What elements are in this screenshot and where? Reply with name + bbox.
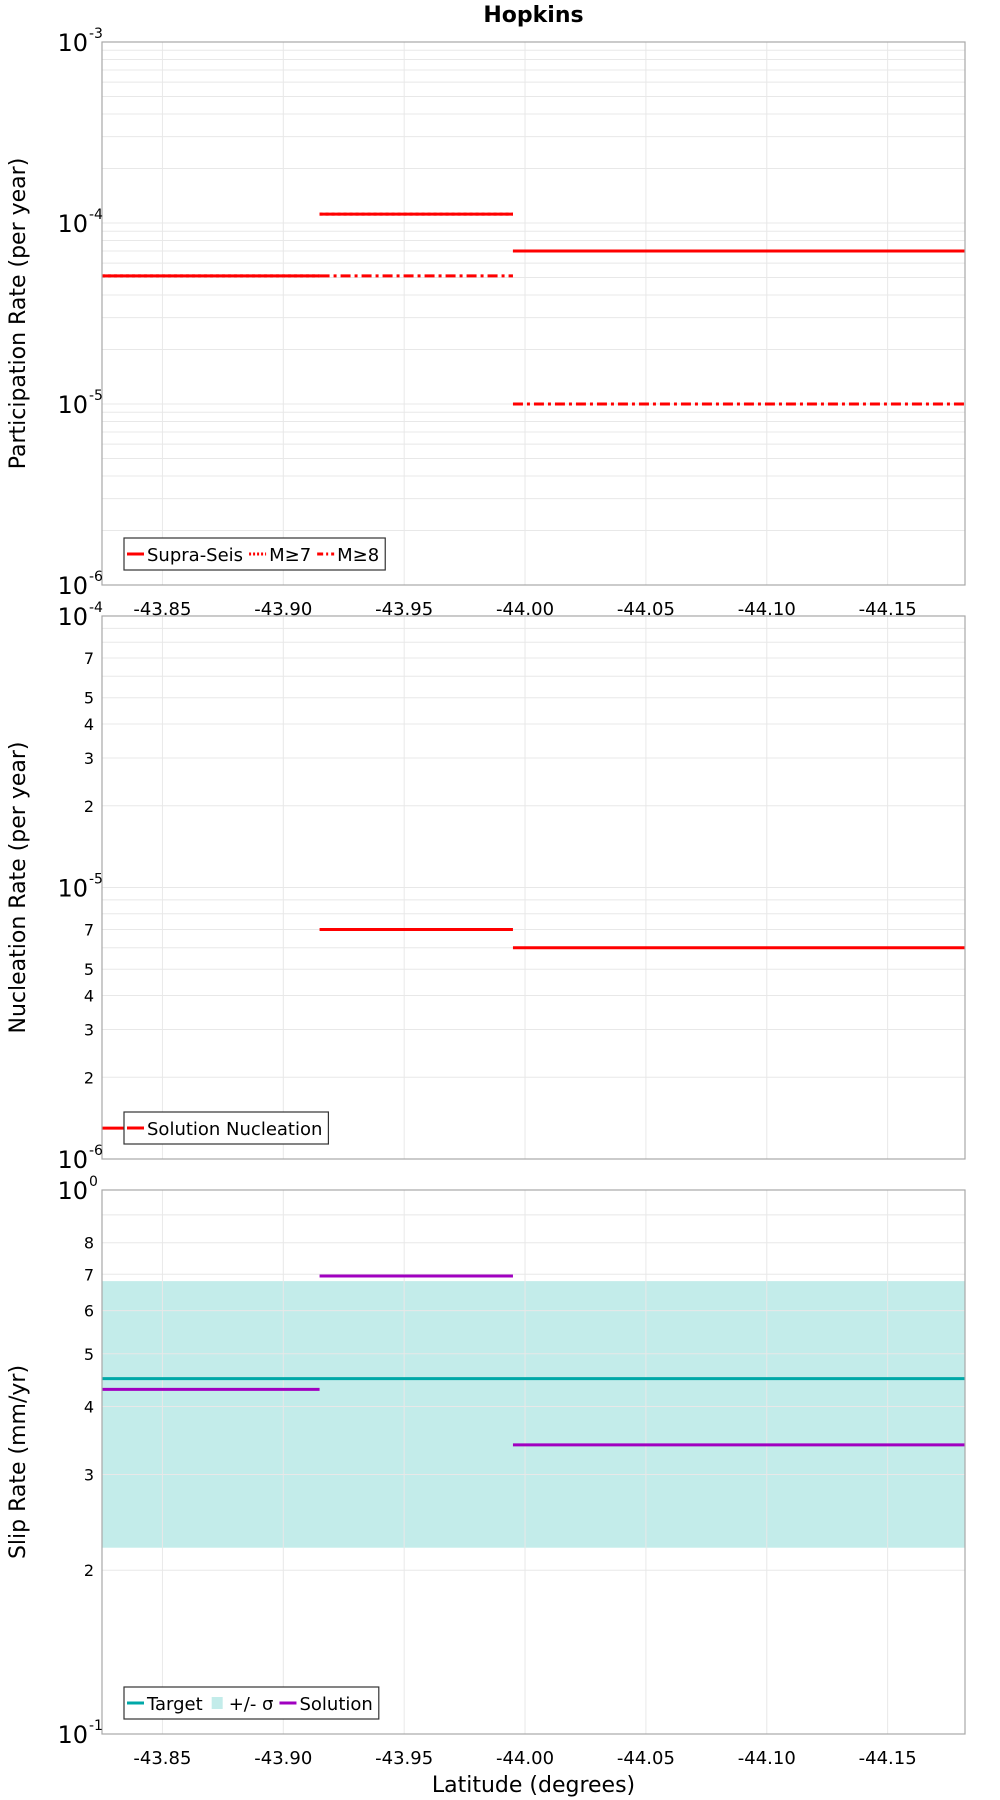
- y-tick-label: 10: [57, 29, 88, 57]
- y-tick-exponent: -6: [89, 1143, 103, 1159]
- y-tick-exponent: -5: [89, 388, 103, 404]
- x-tick-label: -43.85: [133, 1748, 191, 1769]
- x-tick-label: -43.90: [254, 599, 312, 620]
- y-tick-label: 10: [57, 210, 88, 238]
- y-minor-tick-label: 6: [84, 1302, 94, 1321]
- y-tick-label: 10: [57, 875, 88, 903]
- x-tick-label: -44.15: [859, 1748, 917, 1769]
- legend-label: Target: [146, 1694, 203, 1715]
- y-minor-tick-label: 2: [84, 797, 94, 816]
- x-tick-label: -44.00: [496, 1748, 554, 1769]
- x-tick-label: -44.15: [859, 599, 917, 620]
- y-minor-tick-label: 3: [84, 1020, 94, 1039]
- legend: Target +/- σ Solution: [123, 1686, 380, 1720]
- plot-area: [102, 42, 965, 585]
- x-tick-label: -44.10: [738, 599, 796, 620]
- y-minor-tick-label: 4: [84, 715, 94, 734]
- y-minor-tick-label: 4: [84, 987, 94, 1006]
- y-minor-tick-label: 2: [84, 1561, 94, 1580]
- legend-box: [123, 1686, 380, 1720]
- y-tick-exponent: -5: [89, 872, 103, 888]
- series-solution: [102, 1274, 965, 1447]
- y-tick-exponent: 0: [89, 1174, 98, 1190]
- legend-swatch: [211, 1697, 223, 1709]
- legend-label: Solution: [299, 1694, 372, 1715]
- y-minor-tick-label: 8: [84, 1234, 94, 1253]
- x-tick-label: -43.95: [375, 1748, 433, 1769]
- y-minor-tick-label: 5: [84, 689, 94, 708]
- y-minor-tick-label: 3: [84, 1465, 94, 1484]
- y-minor-tick-label: 3: [84, 749, 94, 768]
- y-minor-tick-label: 5: [84, 960, 94, 979]
- y-minor-tick-label: 7: [84, 1265, 94, 1284]
- panel-1: -43.85 -43.90 -43.95 -44.00 -44.05 -44.10 -44.…: [6, 3, 966, 620]
- y-tick-exponent: -4: [89, 207, 103, 223]
- panel-3: -43.85 -43.90 -43.95 -44.00 -44.05 -44.10 -44.…: [6, 1174, 966, 1798]
- y-tick-exponent: -6: [89, 569, 103, 585]
- y-tick-exponent: -4: [89, 600, 103, 616]
- legend-label: Supra-Seis: [147, 545, 243, 566]
- legend-box: [123, 1111, 330, 1145]
- sigma-band: [102, 1281, 965, 1548]
- y-tick-exponent: -1: [89, 1718, 103, 1734]
- y-axis-label: Slip Rate (mm/yr): [6, 1365, 31, 1559]
- x-tick-label: -44.10: [738, 1748, 796, 1769]
- y-minor-tick-label: 5: [84, 1345, 94, 1364]
- y-tick-label: 10: [57, 1721, 88, 1749]
- series-m-8: [319, 274, 965, 406]
- legend: Supra-Seis M≥7 M≥8: [123, 537, 386, 571]
- y-minor-tick-label: 2: [84, 1068, 94, 1087]
- x-tick-label: -44.00: [496, 599, 554, 620]
- legend-label: M≥8: [337, 545, 379, 566]
- x-axis-label: Latitude (degrees): [432, 1773, 635, 1798]
- y-minor-tick-label: 7: [84, 921, 94, 940]
- y-tick-label: 10: [57, 603, 88, 631]
- legend-label: M≥7: [269, 545, 311, 566]
- legend-label: Solution Nucleation: [147, 1119, 322, 1140]
- legend: Solution Nucleation: [123, 1111, 330, 1145]
- legend-label: +/- σ: [229, 1694, 274, 1715]
- plot-frame: [101, 41, 966, 586]
- plot-frame: [101, 615, 966, 1160]
- grid-lines: [102, 616, 965, 1160]
- y-minor-tick-label: 7: [84, 649, 94, 668]
- x-tick-label: -43.90: [254, 1748, 312, 1769]
- x-tick-label: -44.05: [617, 599, 675, 620]
- y-tick-label: 10: [57, 391, 88, 419]
- x-tick-label: -44.05: [617, 1748, 675, 1769]
- grid-lines: [102, 1190, 965, 1735]
- x-tick-label: -43.85: [133, 599, 191, 620]
- y-minor-tick-label: 4: [84, 1397, 94, 1416]
- y-tick-label: 10: [57, 1177, 88, 1205]
- y-tick-label: 10: [57, 572, 88, 600]
- y-tick-label: 10: [57, 1146, 88, 1174]
- x-tick-label: -43.95: [375, 599, 433, 620]
- y-tick-exponent: -3: [89, 26, 103, 42]
- y-axis-label: Nucleation Rate (per year): [6, 742, 31, 1034]
- grid-lines: [102, 42, 965, 586]
- plot-frame: [101, 1189, 966, 1735]
- y-axis-label: Participation Rate (per year): [6, 158, 31, 470]
- chart-title: Hopkins: [483, 3, 583, 28]
- series-m-7: [102, 212, 965, 278]
